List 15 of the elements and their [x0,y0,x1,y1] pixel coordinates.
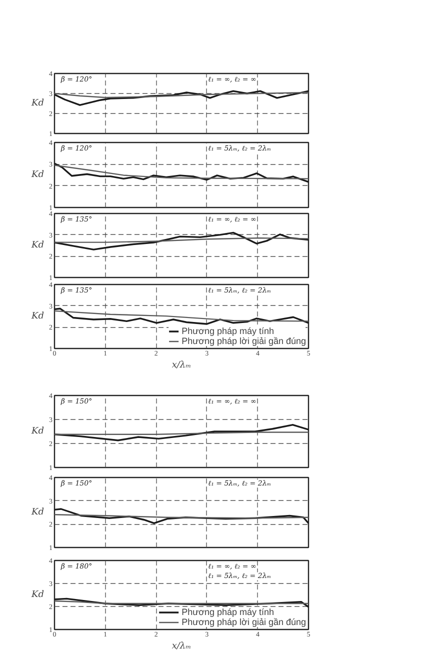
legend-label: Phương pháp lời giải gần đúng [182,617,306,627]
legend-label: Phương pháp lời giải gần đúng [182,336,306,346]
y-axis-title: Kd [30,170,44,180]
y-axis-title: Kd [30,98,44,108]
x-axis-title: x/λₘ [172,642,192,652]
y-axis-title: Kd [30,426,44,436]
line-series [54,310,308,322]
y-axis-title: Kd [30,312,44,322]
legend-label: Phương pháp máy tính [182,607,274,617]
line-series [54,164,308,180]
y-axis-title: Kd [30,240,44,250]
y-axis-title: Kd [30,508,44,518]
x-axis-title: x/λₘ [172,360,192,370]
legend-label: Phương pháp máy tính [182,326,274,336]
y-axis-title: Kd [30,590,44,600]
